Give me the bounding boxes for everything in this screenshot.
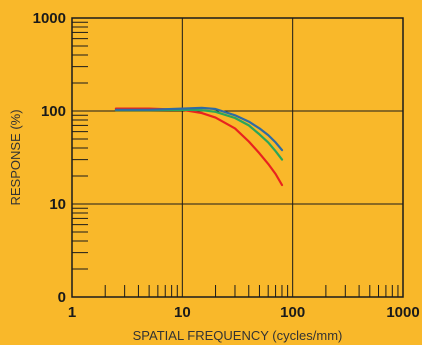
x-tick-label: 1000 (386, 304, 419, 321)
series-group (114, 106, 284, 187)
grid-lines (72, 18, 403, 297)
y-tick-label: 100 (41, 103, 66, 120)
y-tick-label: 1000 (33, 10, 66, 27)
x-axis-title: SPATIAL FREQUENCY (cycles/mm) (133, 328, 343, 343)
series-line-1 (114, 107, 284, 187)
series-line-3 (114, 106, 284, 152)
minor-ticks (72, 21, 399, 297)
x-tick-label: 1 (68, 304, 76, 321)
y-tick-label: 10 (49, 196, 66, 213)
plot-frame (71, 17, 404, 298)
x-tick-label: 10 (174, 304, 191, 321)
tick-labels: 1 10 100 1000 0 10 100 1000 (33, 10, 420, 321)
y-tick-label: 0 (58, 289, 66, 306)
y-axis-title: RESPONSE (%) (8, 109, 23, 205)
x-tick-label: 100 (280, 304, 305, 321)
